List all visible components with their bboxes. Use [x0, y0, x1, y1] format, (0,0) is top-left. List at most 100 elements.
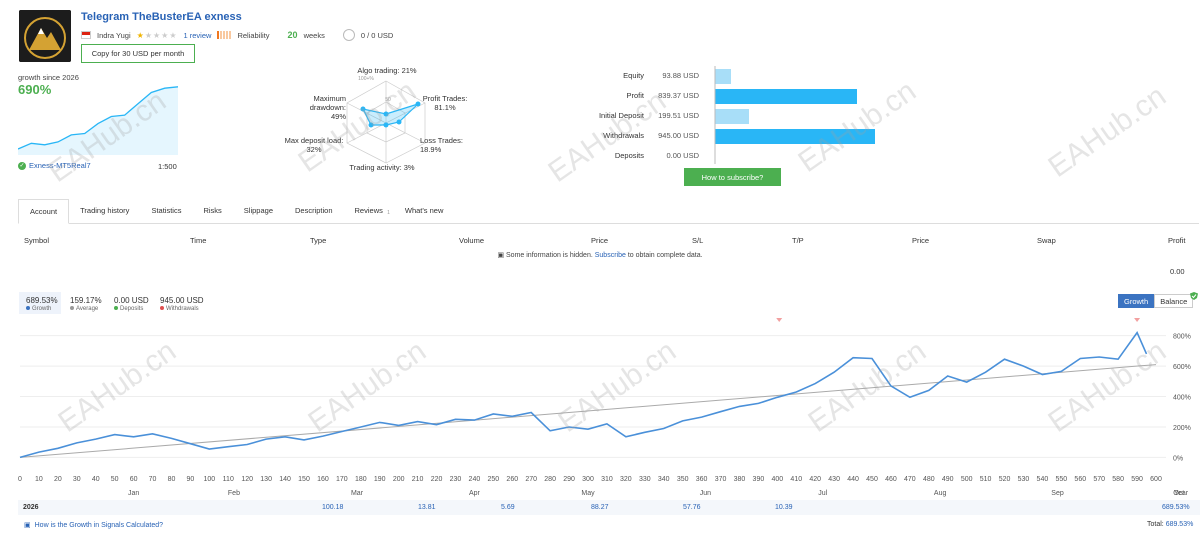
- growth-dot-icon: [26, 306, 30, 311]
- year-axis-label: Year: [1174, 490, 1189, 497]
- y-tick-label: 600%: [1173, 364, 1191, 371]
- author-name[interactable]: Indra Yugi: [97, 30, 131, 40]
- tab-slippage[interactable]: Slippage: [243, 206, 273, 215]
- growth-value: 690%: [18, 82, 52, 97]
- x-tick-label: 10: [35, 476, 43, 483]
- tab-reviews[interactable]: Reviews 1: [344, 199, 394, 223]
- review-link[interactable]: 1 review: [183, 30, 212, 40]
- withdrawal-marker-icon: [1134, 318, 1141, 322]
- deposits-dot-icon: [114, 306, 118, 311]
- average-dot-icon: [70, 306, 74, 311]
- x-tick-label: 600: [1150, 476, 1162, 483]
- x-tick-label: 410: [790, 476, 802, 483]
- hidden-info-notice: ▣ Some information is hidden. Subscribe …: [0, 251, 1200, 259]
- month-cell-mar: 100.18: [322, 504, 344, 511]
- x-tick-label: 20: [54, 476, 62, 483]
- bar-fill: [715, 109, 749, 124]
- x-tick-label: 360: [696, 476, 708, 483]
- x-tick-label: 540: [1037, 476, 1049, 483]
- broker-link[interactable]: ✓ Exness-MT5Real7: [18, 161, 91, 170]
- x-tick-label: 290: [563, 476, 575, 483]
- growth-toggle-button[interactable]: Growth: [1118, 294, 1155, 308]
- total-value: 689.53%: [1165, 521, 1194, 528]
- x-tick-label: 590: [1131, 476, 1143, 483]
- tab-trading-history[interactable]: Trading history: [80, 206, 130, 215]
- radar-deposit-load-label: Max deposit load: 32%: [284, 136, 344, 154]
- x-tick-label: 130: [260, 476, 272, 483]
- y-tick-label: 200%: [1173, 425, 1191, 432]
- total-label: Total:: [1147, 521, 1164, 528]
- col-profit: Profit: [1168, 236, 1186, 245]
- x-tick-label: 50: [111, 476, 119, 483]
- x-tick-label: 390: [753, 476, 765, 483]
- stat-withdrawals-value: 945.00 USD: [160, 296, 204, 305]
- col-volume: Volume: [459, 236, 485, 245]
- x-tick-label: 380: [734, 476, 746, 483]
- x-tick-label: 90: [187, 476, 195, 483]
- calculator-icon: ▣: [24, 522, 31, 529]
- broker-name[interactable]: Exness-MT5Real7: [29, 161, 91, 170]
- how-growth-text[interactable]: How is the Growth in Signals Calculated?: [34, 521, 164, 529]
- radar-scale-100: 100+%: [358, 76, 374, 82]
- radar-profit-label: Profit Trades: 81.1%: [422, 94, 468, 112]
- balance-toggle-button[interactable]: Balance: [1154, 294, 1194, 308]
- mountain-logo-icon: [19, 10, 71, 62]
- how-to-subscribe-button[interactable]: How to subscribe?: [684, 168, 781, 186]
- stat-growth[interactable]: 689.53% Growth: [26, 296, 58, 312]
- signal-meta: Indra Yugi ★★★★★ 1 review Reliability 20…: [81, 29, 393, 41]
- month-cell-may: 5.69: [501, 504, 515, 511]
- average-trend-line: [19, 364, 1157, 458]
- signal-title[interactable]: Telegram TheBusterEA exness: [81, 11, 242, 23]
- month-label: May: [581, 490, 595, 497]
- growth-since-label: growth since 2026: [18, 73, 79, 82]
- copy-button[interactable]: Copy for 30 USD per month: [81, 44, 195, 63]
- tab-description[interactable]: Description: [295, 206, 333, 215]
- y-tick-label: 800%: [1173, 334, 1191, 341]
- bar-fill: [715, 69, 731, 84]
- x-tick-label: 260: [506, 476, 518, 483]
- stat-deposits[interactable]: 0.00 USD Deposits: [114, 296, 149, 312]
- x-tick-label: 150: [298, 476, 310, 483]
- radar-activity-label: Trading activity: 3%: [349, 163, 415, 172]
- tab-bar: Account Trading history Statistics Risks…: [18, 199, 1199, 224]
- x-tick-label: 140: [279, 476, 291, 483]
- stat-average[interactable]: 159.17% Average: [70, 296, 102, 312]
- x-tick-label: 220: [431, 476, 443, 483]
- x-tick-label: 350: [677, 476, 689, 483]
- y-tick-label: 400%: [1173, 395, 1191, 402]
- growth-chart: 0% 200% 400% 600% 800% 0 10 20 30 40 50 60 70 80 90 100…: [18, 318, 1191, 497]
- growth-line: [19, 330, 1148, 459]
- total-growth: Total: 689.53%: [1147, 521, 1193, 528]
- bar-fill: [715, 89, 858, 104]
- month-label: Jul: [818, 490, 827, 497]
- radar-drawdown-label: Maximum drawdown: 49%: [309, 94, 346, 121]
- month-cell-apr: 13.81: [418, 504, 436, 511]
- tab-risks[interactable]: Risks: [203, 206, 222, 215]
- subscribe-link[interactable]: Subscribe: [594, 252, 626, 259]
- x-tick-label: 120: [241, 476, 253, 483]
- how-growth-link[interactable]: ▣ How is the Growth in Signals Calculate…: [24, 521, 164, 530]
- month-label: Aug: [934, 490, 947, 497]
- x-tick-label: 210: [412, 476, 424, 483]
- info-suffix: to obtain complete data.: [627, 252, 703, 259]
- x-tick-label: 510: [980, 476, 992, 483]
- x-tick-label: 480: [923, 476, 935, 483]
- col-symbol: Symbol: [24, 236, 50, 245]
- stat-average-value: 159.17%: [70, 296, 102, 305]
- reliability-label: Reliability: [237, 30, 270, 40]
- tab-whats-new[interactable]: What's new: [404, 206, 444, 215]
- rating-stars-icon: ★★★★★: [136, 30, 178, 40]
- stat-withdrawals[interactable]: 945.00 USD Withdrawals: [160, 296, 204, 312]
- col-time: Time: [190, 236, 207, 245]
- x-tick-label: 310: [601, 476, 613, 483]
- x-tick-label: 230: [450, 476, 462, 483]
- col-type: Type: [310, 236, 327, 245]
- month-label: Oct: [1173, 490, 1184, 497]
- month-cell-aug: 10.39: [775, 504, 793, 511]
- x-tick-label: 200: [393, 476, 405, 483]
- x-tick-label: 340: [658, 476, 670, 483]
- tab-account[interactable]: Account: [18, 199, 70, 224]
- x-tick-label: 70: [149, 476, 157, 483]
- x-tick-label: 100: [203, 476, 215, 483]
- tab-statistics[interactable]: Statistics: [151, 206, 182, 215]
